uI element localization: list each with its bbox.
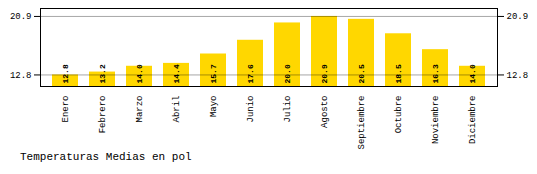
svg-text:20.9: 20.9 [507, 12, 529, 22]
svg-text:Junio: Junio [246, 96, 256, 123]
svg-text:Marzo: Marzo [135, 96, 145, 123]
svg-text:Enero: Enero [61, 96, 71, 123]
svg-text:Septiembre: Septiembre [357, 96, 367, 150]
svg-text:20.0: 20.0 [283, 64, 292, 83]
svg-text:Diciembre: Diciembre [468, 96, 478, 145]
svg-text:18.5: 18.5 [394, 64, 403, 83]
svg-text:12.8: 12.8 [61, 64, 70, 83]
svg-text:Agosto: Agosto [320, 96, 330, 128]
svg-text:Octubre: Octubre [394, 96, 404, 134]
svg-text:20.5: 20.5 [357, 64, 366, 83]
svg-text:12.8: 12.8 [10, 71, 32, 81]
svg-text:16.3: 16.3 [431, 64, 440, 83]
svg-text:20.9: 20.9 [10, 12, 32, 22]
svg-text:15.7: 15.7 [209, 64, 218, 83]
svg-text:14.0: 14.0 [135, 64, 144, 83]
svg-text:12.8: 12.8 [507, 71, 529, 81]
svg-text:Febrero: Febrero [98, 96, 108, 134]
html-text:Temperaturas Medias en pol: Temperaturas Medias en pol [20, 151, 192, 163]
svg-text:Julio: Julio [283, 96, 293, 123]
svg-text:Noviembre: Noviembre [431, 96, 441, 145]
svg-text:17.6: 17.6 [246, 64, 255, 83]
svg-text:20.9: 20.9 [320, 64, 329, 83]
svg-text:14.0: 14.0 [468, 64, 477, 83]
svg-text:Abril: Abril [172, 96, 182, 123]
svg-text:Mayo: Mayo [209, 96, 219, 118]
svg-text:14.4: 14.4 [172, 64, 181, 83]
svg-text:13.2: 13.2 [98, 64, 107, 83]
